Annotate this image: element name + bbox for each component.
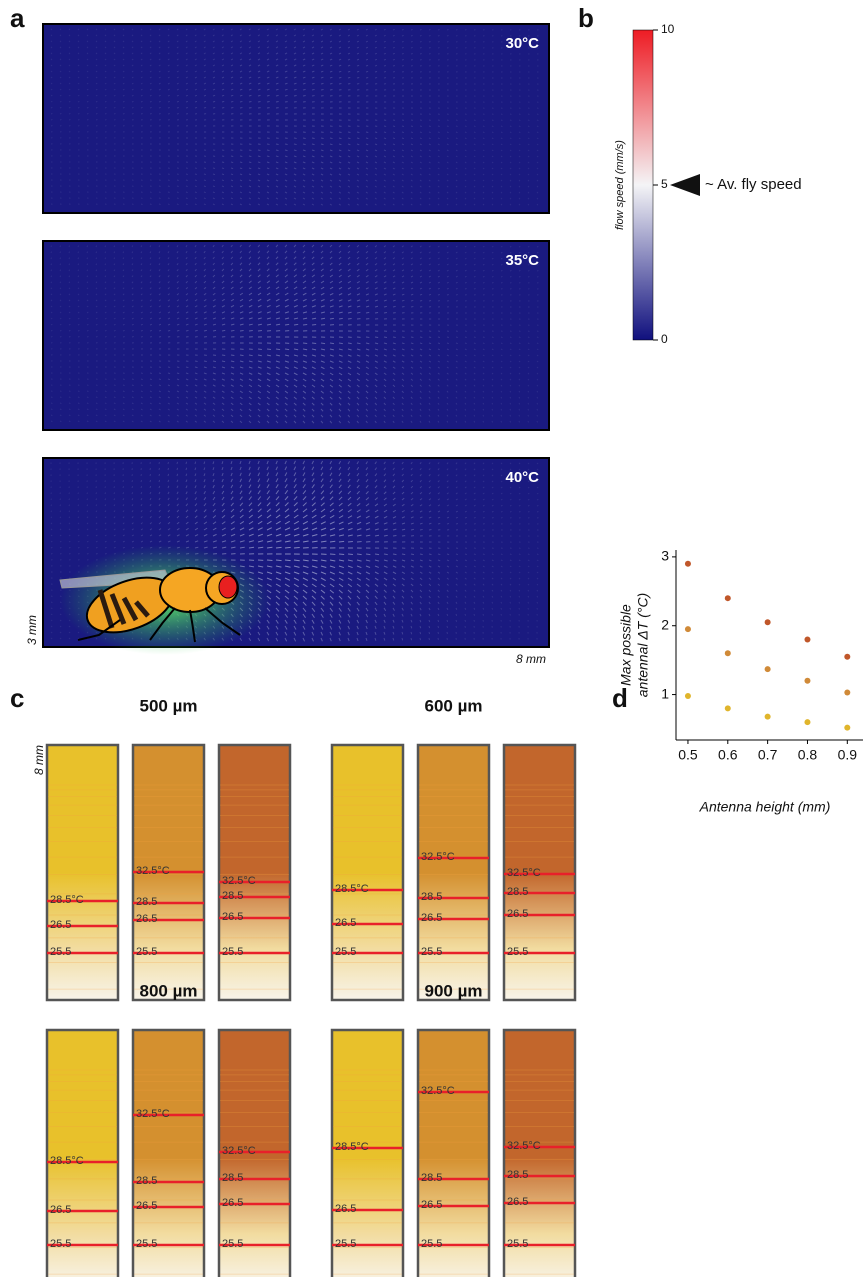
- field-temperature: 40°C: [505, 469, 539, 486]
- isotherm-label: 26.5: [421, 912, 442, 924]
- isotherm-label: 25.5: [50, 946, 71, 958]
- scale-label: 3 mm: [25, 615, 39, 645]
- isotherm-label: 25.5: [335, 946, 356, 958]
- isotherm-label: 32.5°C: [507, 1140, 541, 1152]
- isotherm-label: 28.5: [421, 1172, 442, 1184]
- x-tick-label: 0.7: [758, 747, 778, 763]
- data-point: [765, 666, 771, 672]
- isotherm-label: 28.5: [421, 891, 442, 903]
- isotherm-label: 26.5: [50, 1204, 71, 1216]
- isotherm-label: 26.5: [50, 919, 71, 931]
- y-axis-label: Max possible: [618, 604, 634, 686]
- data-point: [685, 626, 691, 632]
- flow-field: [43, 24, 549, 213]
- isotherm-label: 26.5: [335, 1203, 356, 1215]
- isotherm-label: 28.5°C: [335, 883, 369, 895]
- isotherm-label: 28.5°C: [50, 1155, 84, 1167]
- data-point: [804, 636, 810, 642]
- x-tick-label: 0.9: [838, 747, 858, 763]
- temperature-column: [332, 745, 403, 1000]
- fly-illustration: [60, 545, 270, 655]
- group-title: 800 µm: [140, 981, 198, 1000]
- data-point: [844, 725, 850, 731]
- data-point: [725, 595, 731, 601]
- isotherm-label: 32.5°C: [507, 867, 541, 879]
- x-tick-label: 0.5: [678, 747, 698, 763]
- isotherm-label: 26.5: [136, 913, 157, 925]
- isotherm-label: 28.5: [136, 896, 157, 908]
- isotherm-label: 25.5: [136, 946, 157, 958]
- data-point: [725, 705, 731, 711]
- isotherm-label: 32.5°C: [421, 851, 455, 863]
- isotherm-label: 25.5: [507, 1238, 528, 1250]
- y-tick-label: 1: [661, 685, 669, 701]
- scale-label: 8 mm: [32, 745, 46, 775]
- isotherm-label: 25.5: [222, 946, 243, 958]
- isotherm-label: 32.5°C: [136, 1108, 170, 1120]
- isotherm-label: 28.5°C: [50, 894, 84, 906]
- y-axis-label: antennal ΔT (°C): [635, 593, 651, 697]
- isotherm-label: 28.5: [507, 1169, 528, 1181]
- temperature-column: [47, 745, 118, 1000]
- data-point: [725, 650, 731, 656]
- temperature-column: [418, 745, 489, 1000]
- isotherm-label: 26.5: [421, 1199, 442, 1211]
- panel-letter: a: [10, 3, 25, 33]
- panel-letter: b: [578, 3, 594, 33]
- isotherm-label: 25.5: [50, 1238, 71, 1250]
- scale-label: 8 mm: [516, 652, 546, 666]
- isotherm-label: 26.5: [222, 1197, 243, 1209]
- isotherm-label: 25.5: [222, 1238, 243, 1250]
- group-title: 600 µm: [425, 696, 483, 715]
- colorbar-label: flow speed (mm/s): [614, 140, 626, 230]
- isotherm-label: 25.5: [421, 946, 442, 958]
- isotherm-label: 25.5: [421, 1238, 442, 1250]
- isotherm-label: 32.5°C: [421, 1085, 455, 1097]
- isotherm-label: 32.5°C: [222, 875, 256, 887]
- y-tick-label: 3: [661, 548, 669, 564]
- x-tick-label: 0.8: [798, 747, 818, 763]
- isotherm-label: 26.5: [136, 1200, 157, 1212]
- colorbar: [633, 30, 653, 340]
- isotherm-label: 26.5: [335, 917, 356, 929]
- data-point: [844, 690, 850, 696]
- colorbar-tick-label: 5: [661, 177, 668, 191]
- isotherm-label: 28.5: [507, 886, 528, 898]
- data-point: [844, 654, 850, 660]
- y-tick-label: 2: [661, 616, 669, 632]
- isotherm-label: 32.5°C: [222, 1145, 256, 1157]
- x-tick-label: 0.6: [718, 747, 738, 763]
- isotherm-label: 32.5°C: [136, 865, 170, 877]
- isotherm-label: 28.5: [222, 1172, 243, 1184]
- isotherm-label: 26.5: [507, 1196, 528, 1208]
- annotation: ~ Av. fly speed: [705, 176, 802, 193]
- data-point: [685, 693, 691, 699]
- isotherm-label: 26.5: [222, 911, 243, 923]
- isotherm-label: 26.5: [507, 908, 528, 920]
- x-axis-label: Antenna height (mm): [699, 799, 831, 815]
- group-title: 500 µm: [140, 696, 198, 715]
- group-title: 900 µm: [425, 981, 483, 1000]
- panel-letter: d: [612, 683, 628, 713]
- field-temperature: 35°C: [505, 252, 539, 269]
- temperature-column: [219, 745, 290, 1000]
- field-temperature: 30°C: [505, 35, 539, 52]
- speed-marker: [670, 174, 700, 196]
- data-point: [804, 719, 810, 725]
- colorbar-tick-label: 10: [661, 22, 675, 36]
- panel-letter: c: [10, 683, 24, 713]
- data-point: [765, 619, 771, 625]
- colorbar-tick-label: 0: [661, 332, 668, 346]
- isotherm-label: 28.5°C: [335, 1141, 369, 1153]
- isotherm-label: 25.5: [136, 1238, 157, 1250]
- isotherm-label: 25.5: [507, 946, 528, 958]
- isotherm-label: 28.5: [222, 890, 243, 902]
- data-point: [685, 561, 691, 567]
- data-point: [804, 678, 810, 684]
- isotherm-label: 25.5: [335, 1238, 356, 1250]
- data-point: [765, 714, 771, 720]
- isotherm-label: 28.5: [136, 1175, 157, 1187]
